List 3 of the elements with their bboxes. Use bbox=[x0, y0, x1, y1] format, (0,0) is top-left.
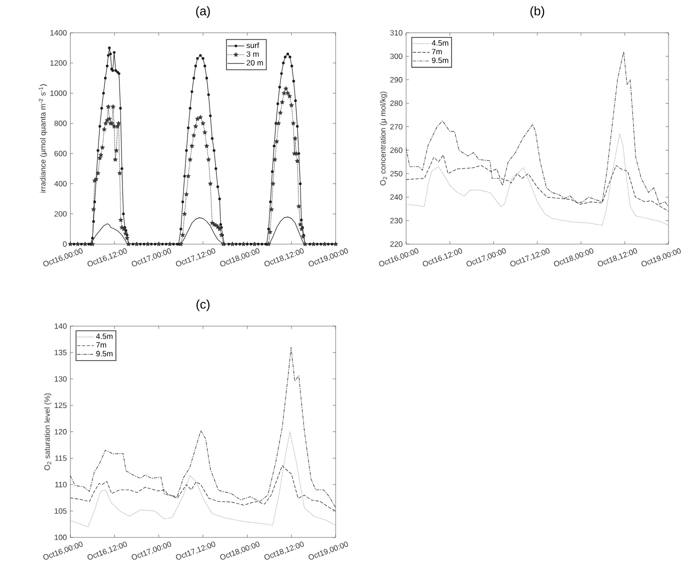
chart-title: (b) bbox=[530, 6, 544, 18]
chart-title: (a) bbox=[196, 6, 210, 18]
chart-title: (c) bbox=[196, 299, 210, 311]
